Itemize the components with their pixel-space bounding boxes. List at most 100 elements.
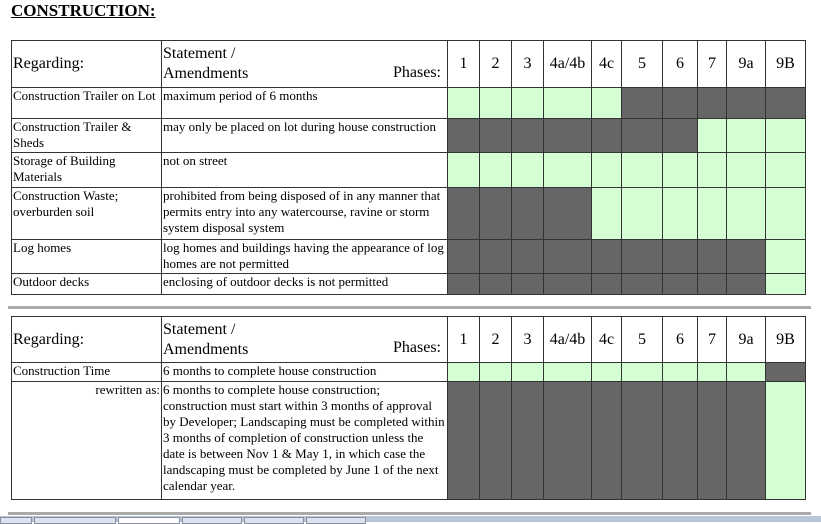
phase-cell-na xyxy=(479,187,512,240)
phase-cell-applies xyxy=(543,152,592,188)
statement-cell: may only be placed on lot during house c… xyxy=(161,118,448,153)
phase-cell-na xyxy=(447,187,480,240)
statement-label: Statement / xyxy=(163,320,236,338)
regarding-header: Regarding: xyxy=(11,40,162,88)
phase-cell-na xyxy=(479,273,512,295)
phase-header: 6 xyxy=(662,316,698,363)
phase-header: 3 xyxy=(511,316,544,363)
phase-header: 5 xyxy=(621,40,663,88)
phase-cell-na xyxy=(543,381,592,500)
table-row: Construction Waste; overburden soil prohi… xyxy=(11,187,806,240)
phase-cell-applies xyxy=(479,362,512,382)
statement-cell: 6 months to complete house construction;… xyxy=(161,381,448,500)
header-row: Regarding: Statement / Amendments Phases: 1… xyxy=(11,316,806,363)
phase-cell-na xyxy=(447,118,480,153)
phase-cell-applies xyxy=(726,152,766,188)
phase-cell-na xyxy=(543,239,592,274)
phase-cell-na xyxy=(479,118,512,153)
phase-cell-applies xyxy=(765,239,806,274)
phase-header: 5 xyxy=(621,316,663,363)
phase-cell-applies xyxy=(697,187,727,240)
phase-cell-na xyxy=(621,239,663,274)
phase-header: 4c xyxy=(591,316,622,363)
separator xyxy=(8,512,811,515)
sheet-tab[interactable] xyxy=(306,517,366,524)
phase-header: 9a xyxy=(726,40,766,88)
phase-cell-applies xyxy=(726,187,766,240)
phase-cell-applies xyxy=(479,87,512,119)
amendments-label: Amendments xyxy=(163,65,249,82)
phase-cell-na xyxy=(543,187,592,240)
phase-cell-applies xyxy=(447,362,480,382)
statement-header: Statement / Amendments Phases: xyxy=(161,40,448,88)
phase-cell-na xyxy=(447,239,480,274)
sheet-tab[interactable] xyxy=(182,517,242,524)
phase-cell-na xyxy=(479,239,512,274)
phase-cell-na xyxy=(511,187,544,240)
table-row: Construction Trailer & Sheds may only be … xyxy=(11,118,806,153)
phase-cell-na xyxy=(697,273,727,295)
phase-cell-na xyxy=(447,273,480,295)
phase-cell-na xyxy=(765,362,806,382)
header-row: Regarding: Statement / Amendments Phases: 1… xyxy=(11,40,806,88)
table-row: rewritten as: 6 months to complete house … xyxy=(11,381,806,500)
phase-cell-applies xyxy=(765,152,806,188)
regarding-cell: Construction Trailer & Sheds xyxy=(11,118,162,153)
construction-time-table: Regarding: Statement / Amendments Phases: 1… xyxy=(11,316,806,500)
phase-cell-na xyxy=(621,381,663,500)
phase-cell-applies xyxy=(621,152,663,188)
sheet-tab[interactable] xyxy=(34,517,116,524)
phase-cell-na xyxy=(591,381,622,500)
phase-cell-na xyxy=(662,273,698,295)
phase-cell-applies xyxy=(447,152,480,188)
phase-cell-applies xyxy=(726,362,766,382)
phase-header: 9a xyxy=(726,316,766,363)
phase-cell-na xyxy=(726,87,766,119)
sheet-tab[interactable] xyxy=(244,517,304,524)
phase-header: 1 xyxy=(447,40,480,88)
amendments-label: Amendments xyxy=(163,340,249,358)
sheet-tab[interactable] xyxy=(0,517,32,524)
phase-cell-applies xyxy=(591,87,622,119)
statement-cell: 6 months to complete house construction xyxy=(161,362,448,382)
phase-cell-na xyxy=(621,118,663,153)
regarding-cell: rewritten as: xyxy=(11,381,162,500)
phase-cell-applies xyxy=(591,187,622,240)
phase-cell-applies xyxy=(511,87,544,119)
phase-cell-na xyxy=(697,239,727,274)
regarding-cell: Log homes xyxy=(11,239,162,274)
phase-header: 1 xyxy=(447,316,480,363)
phase-cell-applies xyxy=(697,152,727,188)
regarding-header: Regarding: xyxy=(11,316,162,363)
phase-cell-applies xyxy=(765,381,806,500)
phase-cell-applies xyxy=(765,118,806,153)
phase-cell-na xyxy=(511,239,544,274)
statement-cell: maximum period of 6 months xyxy=(161,87,448,119)
phase-cell-applies xyxy=(479,152,512,188)
phase-cell-applies xyxy=(591,152,622,188)
regarding-cell: Outdoor decks xyxy=(11,273,162,295)
phase-cell-na xyxy=(765,87,806,119)
phase-cell-applies xyxy=(591,362,622,382)
phase-header: 7 xyxy=(697,316,727,363)
phases-label: Phases: xyxy=(393,64,441,81)
statement-cell: enclosing of outdoor decks is not permit… xyxy=(161,273,448,295)
phase-cell-na xyxy=(662,87,698,119)
sheet-tab-bar xyxy=(0,516,821,522)
phase-cell-na xyxy=(447,381,480,500)
phase-cell-na xyxy=(697,381,727,500)
phase-header: 9B xyxy=(765,40,806,88)
table-row: Storage of Building Materials not on stre… xyxy=(11,152,806,188)
phase-cell-applies xyxy=(765,273,806,295)
regarding-cell: Construction Time xyxy=(11,362,162,382)
table-row: Construction Trailer on Lot maximum perio… xyxy=(11,87,806,119)
phase-cell-na xyxy=(511,118,544,153)
phase-header: 4a/4b xyxy=(543,40,592,88)
phase-header: 6 xyxy=(662,40,698,88)
separator xyxy=(8,306,811,309)
phase-cell-applies xyxy=(511,362,544,382)
phase-cell-na xyxy=(591,118,622,153)
sheet-tab[interactable] xyxy=(118,517,180,524)
phase-cell-applies xyxy=(543,362,592,382)
statement-cell: log homes and buildings having the appea… xyxy=(161,239,448,274)
